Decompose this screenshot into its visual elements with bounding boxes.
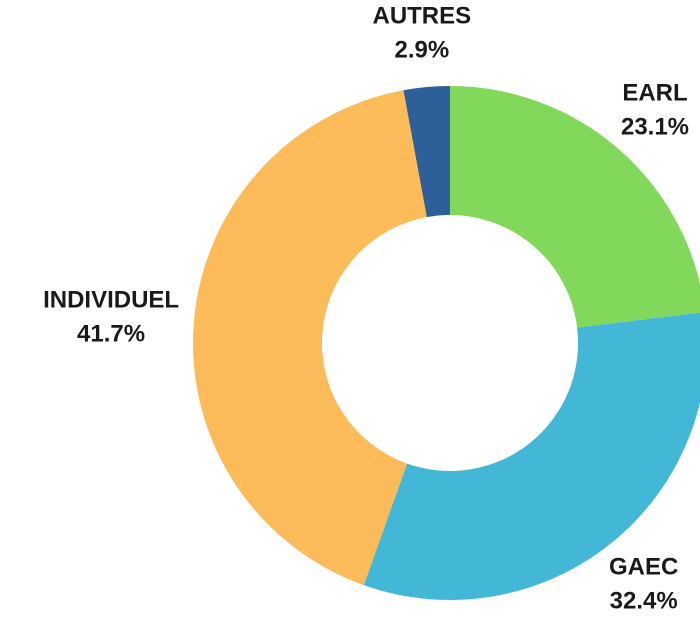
- slice-label: AUTRES: [372, 3, 471, 30]
- donut-slice: [403, 86, 450, 218]
- donut-slice: [450, 86, 700, 328]
- slice-value-label: 41.7%: [77, 321, 145, 348]
- slice-label: INDIVIDUEL: [43, 287, 179, 314]
- donut-slice: [363, 312, 700, 600]
- slice-value-label: 32.4%: [610, 587, 678, 614]
- slice-value-label: 2.9%: [394, 37, 449, 64]
- slice-label: EARL: [622, 79, 687, 106]
- donut-slice: [193, 90, 427, 586]
- slice-label: GAEC: [609, 553, 678, 580]
- slice-value-label: 23.1%: [621, 113, 689, 140]
